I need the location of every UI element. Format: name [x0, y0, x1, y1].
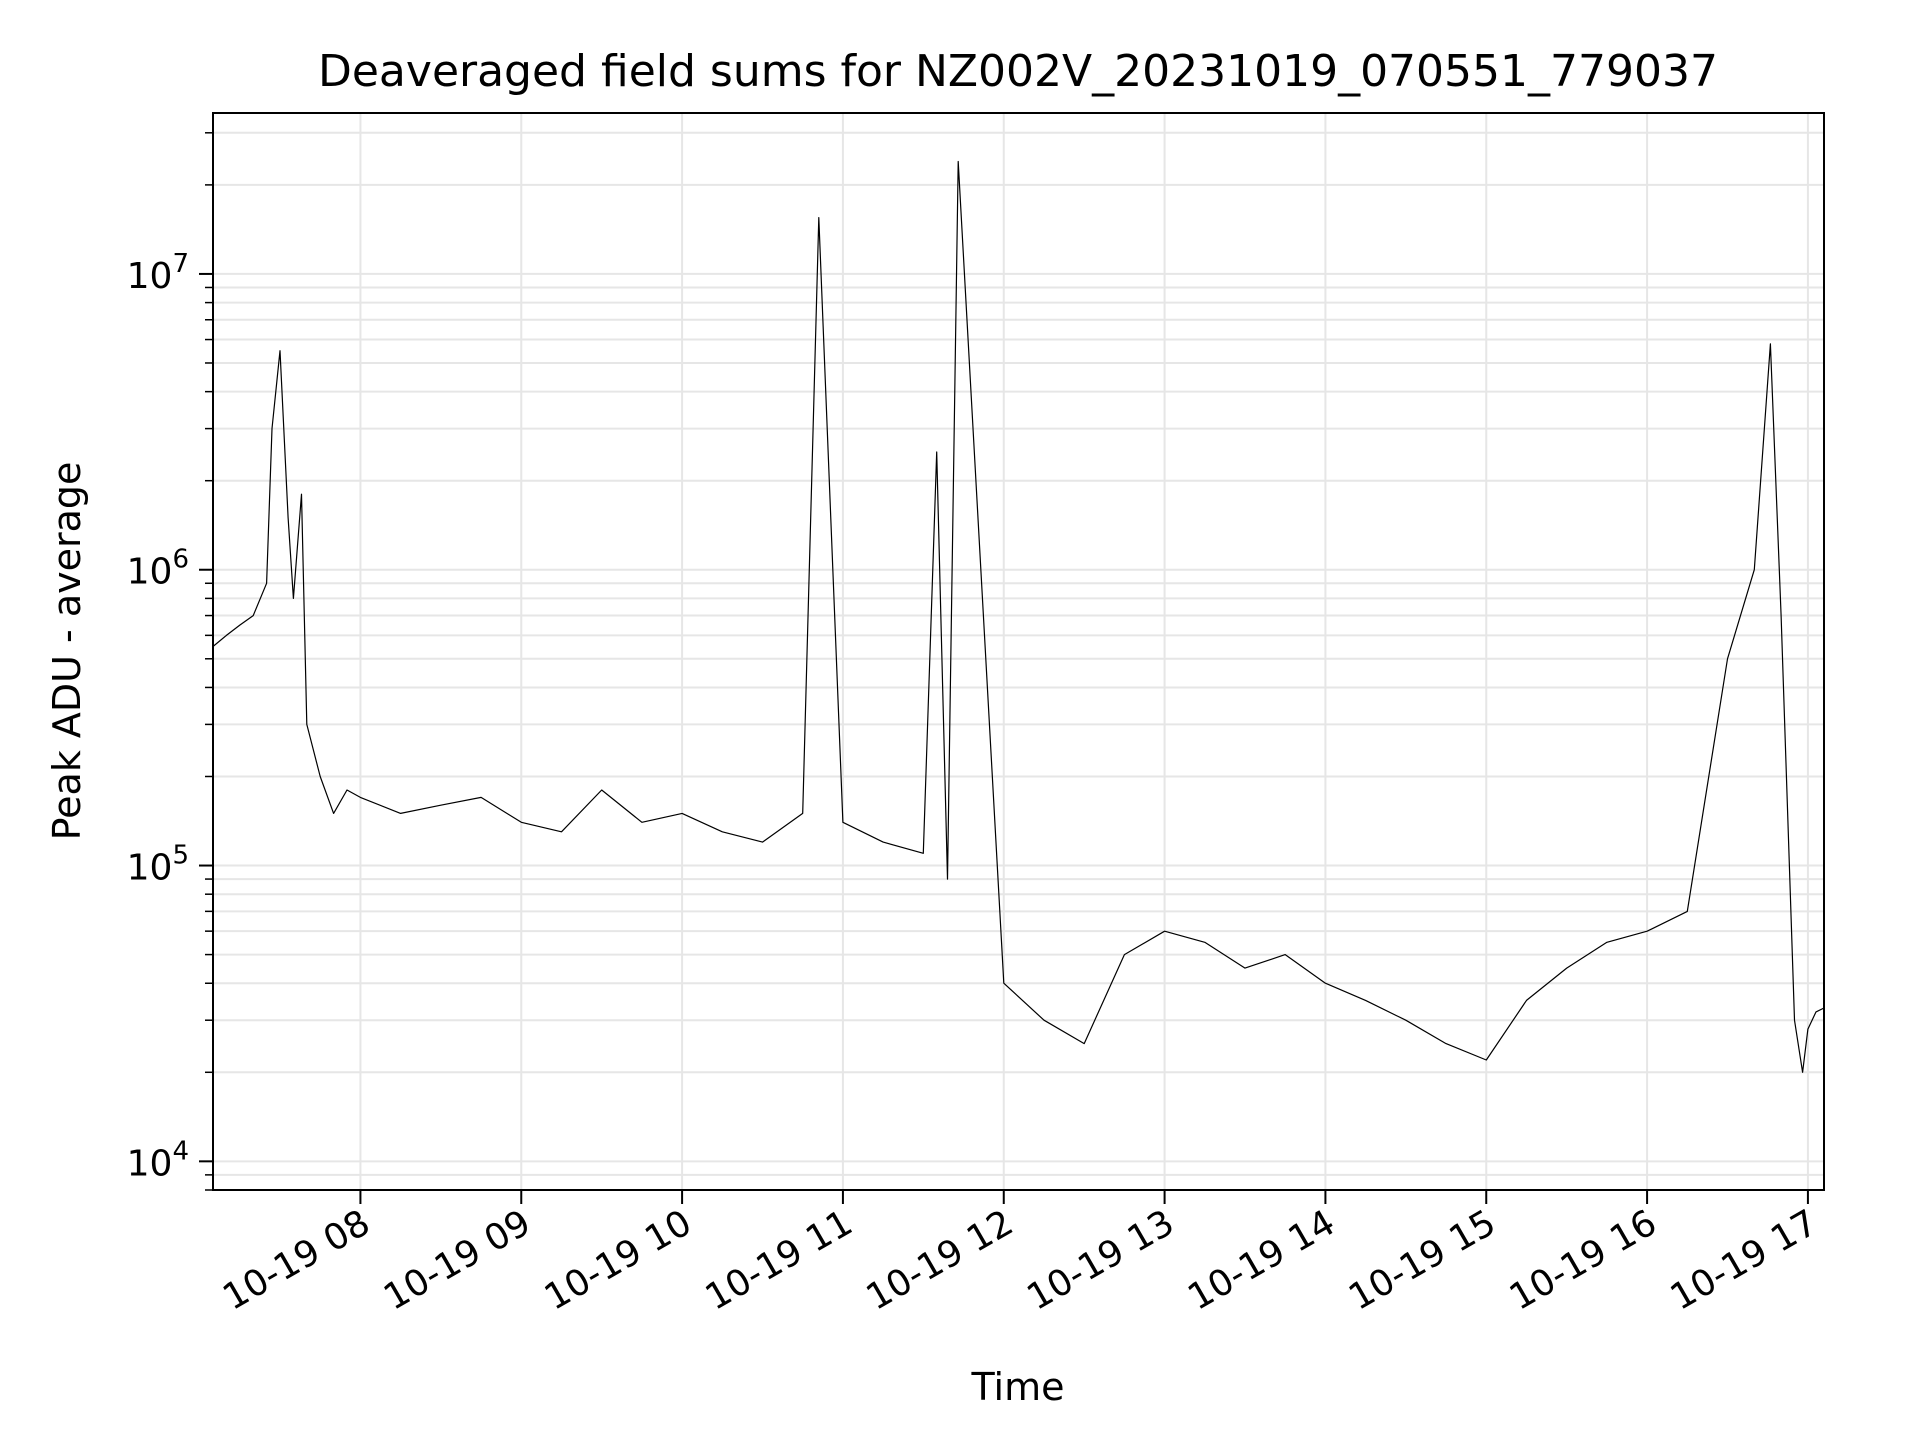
y-tick-label: 105	[127, 841, 189, 889]
y-axis-label: Peak ADU - average	[45, 462, 89, 841]
plot-frame	[212, 112, 1825, 1191]
y-tick-label: 106	[127, 545, 189, 593]
x-axis-label: Time	[971, 1365, 1065, 1409]
series-line	[212, 160, 1825, 1073]
grid	[213, 113, 1824, 1191]
y-tick-label: 104	[127, 1136, 189, 1184]
chart-title: Deaveraged field sums for NZ002V_2023101…	[318, 46, 1718, 97]
y-tick-label: 107	[127, 249, 189, 297]
y-axis: 104 105 106 107	[127, 132, 213, 1191]
